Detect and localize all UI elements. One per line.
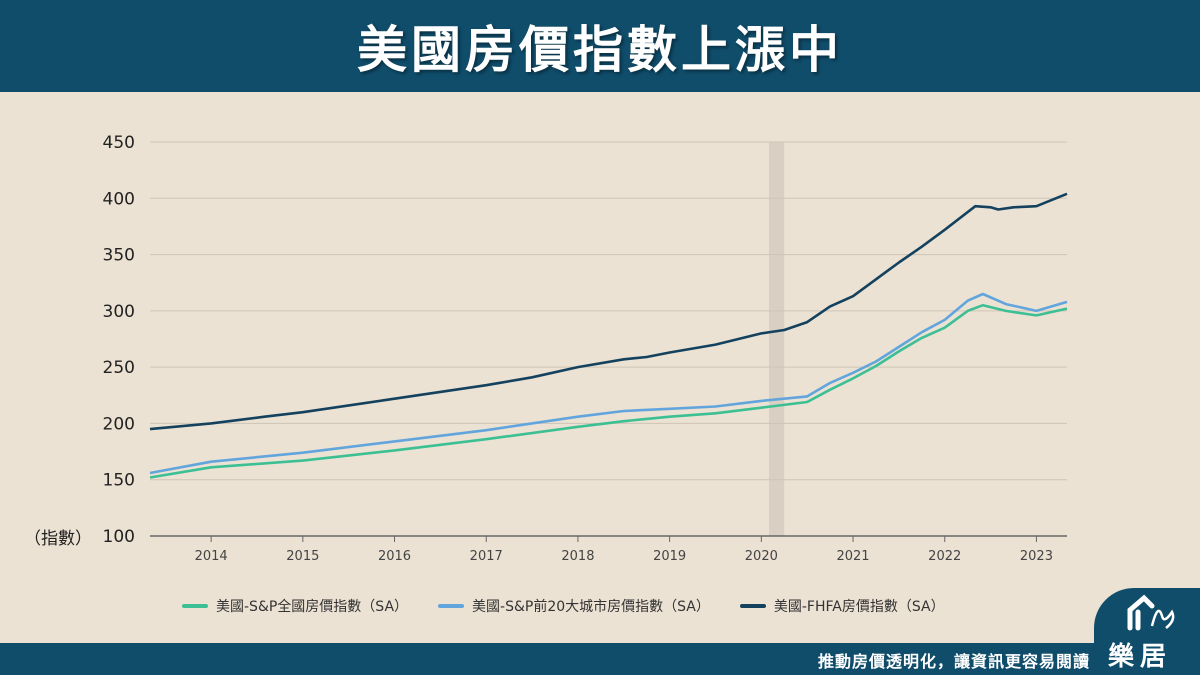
legend-item-fhfa: 美國-FHFA房價指數（SA） <box>739 596 945 616</box>
x-tick-label: 2022 <box>928 549 961 564</box>
series-line-2 <box>149 192 1068 431</box>
logo <box>1094 588 1200 675</box>
series-line-0 <box>149 303 1068 479</box>
y-tick-label: 300 <box>103 302 135 322</box>
x-tick-label: 2020 <box>745 549 778 564</box>
shaded-period <box>768 142 785 536</box>
y-tick-label: 100 <box>103 527 135 547</box>
legend-label: 美國-FHFA房價指數（SA） <box>773 599 945 615</box>
x-tick-label: 2021 <box>836 549 869 564</box>
legend-label: 美國-S&P全國房價指數（SA） <box>216 599 409 615</box>
line-chart: 450 400 350 300 250 200 150 100 2014 2015 2016 201… <box>24 133 1068 564</box>
y-tick-label: 250 <box>103 358 135 378</box>
legend: 美國-S&P全國房價指數（SA） 美國-S&P前20大城市房價指數（SA） 美國… <box>182 596 945 616</box>
footer-slogan: 推動房價透明化，讓資訊更容易閱讀 <box>817 652 1090 671</box>
x-tick-label: 2018 <box>561 549 594 564</box>
house-logo-icon <box>1127 594 1175 631</box>
y-tick-label: 400 <box>103 189 135 209</box>
legend-swatch <box>739 604 766 608</box>
legend-swatch <box>438 604 465 608</box>
legend-item-top20: 美國-S&P前20大城市房價指數（SA） <box>438 596 710 616</box>
y-axis-label: （指數） <box>24 529 92 549</box>
header-bar: 美國房價指數上漲中 <box>0 0 1200 92</box>
footer-bar: 推動房價透明化，讓資訊更容易閱讀 <box>0 643 1200 675</box>
legend-label: 美國-S&P前20大城市房價指數（SA） <box>472 599 710 615</box>
legend-swatch <box>182 604 208 608</box>
y-tick-label: 450 <box>103 133 135 153</box>
x-tick-label: 2019 <box>653 549 686 564</box>
x-tick-label: 2016 <box>378 549 411 564</box>
logo-text: 樂居 <box>1108 642 1173 672</box>
x-tick-label: 2015 <box>286 549 319 564</box>
legend-item-national: 美國-S&P全國房價指數（SA） <box>182 596 408 616</box>
x-tick-label: 2014 <box>195 549 228 564</box>
x-tick-label: 2023 <box>1020 549 1053 564</box>
y-tick-label: 150 <box>103 471 135 491</box>
y-tick-label: 350 <box>103 246 135 266</box>
y-tick-label: 200 <box>103 414 135 434</box>
series-line-1 <box>149 292 1068 475</box>
page-title: 美國房價指數上漲中 <box>357 21 843 79</box>
x-tick-label: 2017 <box>470 549 503 564</box>
